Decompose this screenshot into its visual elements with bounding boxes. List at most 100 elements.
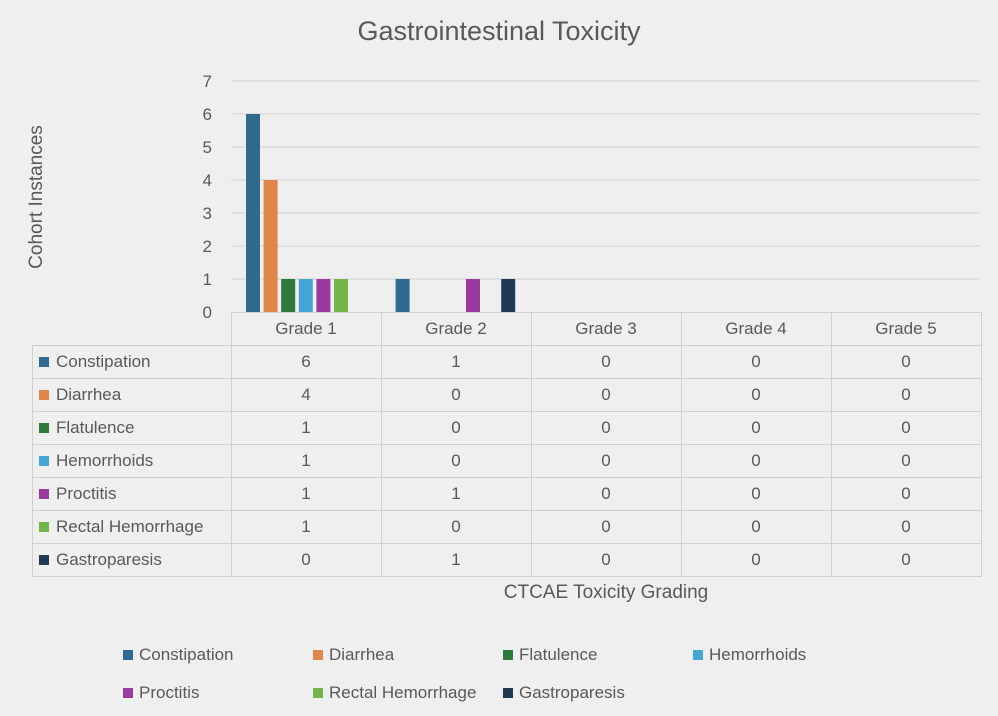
table-row-header: Proctitis (32, 477, 232, 511)
table-row-header: Constipation (32, 345, 232, 379)
table-cell: 0 (380, 378, 532, 412)
table-cell: 0 (380, 411, 532, 445)
table-cell: 0 (530, 510, 682, 544)
table-cell: 0 (530, 477, 682, 511)
table-cell: 1 (230, 444, 382, 478)
data-table: Grade 1 Grade 2 Grade 3 Grade 4 Grade 5 Cons… (32, 312, 982, 577)
legend-swatch (313, 688, 323, 698)
table-cell: 0 (680, 543, 832, 577)
y-tick-label: 4 (203, 171, 212, 190)
table-cell: 1 (230, 477, 382, 511)
legend-key-swatch (39, 489, 49, 499)
table-cell: 0 (830, 477, 982, 511)
table-row-header: Flatulence (32, 411, 232, 445)
table-cell: 4 (230, 378, 382, 412)
table-corner (32, 312, 232, 346)
grid-lines (231, 80, 979, 280)
table-cell: 0 (380, 510, 532, 544)
table-cell: 0 (830, 543, 982, 577)
x-axis-label: CTCAE Toxicity Grading (503, 582, 709, 603)
y-tick-label: 2 (203, 237, 212, 256)
table-cell: 0 (680, 477, 832, 511)
table-cell: 0 (530, 378, 682, 412)
legend-swatch (313, 650, 323, 660)
table-body: Constipation 6 1 0 0 0 Diarrhea 4 0 0 0 0 Flatulence… (32, 345, 982, 577)
legend-item-constipation: Constipation (123, 645, 234, 665)
y-tick-label: 6 (203, 105, 212, 124)
legend-item-rectal-hemorrhage: Rectal Hemorrhage (313, 683, 476, 703)
table-cell: 1 (380, 543, 532, 577)
legend-label: Flatulence (519, 645, 598, 664)
legend-item-flatulence: Flatulence (503, 645, 597, 665)
table-cell: 0 (680, 444, 832, 478)
table-row-label: Rectal Hemorrhage (56, 517, 204, 536)
legend-swatch (693, 650, 703, 660)
bar-constipation-grade-2 (395, 279, 410, 312)
legend-label: Diarrhea (329, 645, 395, 664)
table-row: Gastroparesis 0 1 0 0 0 (32, 543, 982, 577)
table-row-label: Gastroparesis (56, 550, 162, 569)
legend-label: Rectal Hemorrhage (329, 683, 477, 702)
legend-item-gastroparesis: Gastroparesis (503, 683, 625, 703)
legend-swatch (123, 688, 133, 698)
bar-proctitis-grade-1 (316, 279, 331, 312)
table-cell: 0 (530, 411, 682, 445)
y-tick-label: 5 (203, 138, 212, 157)
bar-flatulence-grade-1 (281, 279, 296, 312)
legend-swatch (503, 688, 513, 698)
table-cell: 0 (530, 543, 682, 577)
bar-constipation-grade-1 (246, 114, 260, 312)
legend-label: Proctitis (139, 683, 200, 702)
legend-label: Gastroparesis (519, 683, 625, 702)
legend-item-hemorrhoids: Hemorrhoids (693, 645, 806, 665)
bar-gastroparesis-grade-2 (501, 279, 516, 312)
table-header-grade-5: Grade 5 (830, 312, 982, 346)
table-cell: 6 (230, 345, 382, 379)
table-row-header: Hemorrhoids (32, 444, 232, 478)
table-cell: 0 (230, 543, 382, 577)
table-row-label: Proctitis (56, 484, 117, 503)
table-row-label: Diarrhea (56, 385, 122, 404)
table-header-grade-4: Grade 4 (680, 312, 832, 346)
table-cell: 0 (380, 444, 532, 478)
table-cell: 0 (680, 378, 832, 412)
table-header-grade-2: Grade 2 (380, 312, 532, 346)
table-row-label: Hemorrhoids (56, 451, 154, 470)
table-row: Flatulence 1 0 0 0 0 (32, 411, 982, 445)
legend-key-swatch (39, 423, 49, 433)
table-cell: 0 (830, 345, 982, 379)
y-tick-label: 3 (203, 204, 212, 223)
legend-swatch (123, 650, 133, 660)
table-row-header: Rectal Hemorrhage (32, 510, 232, 544)
table-cell: 0 (530, 345, 682, 379)
table-cell: 0 (680, 411, 832, 445)
table-cell: 1 (380, 477, 532, 511)
table-row-label: Constipation (56, 352, 151, 371)
y-tick-label: 7 (203, 72, 212, 91)
table-cell: 0 (830, 378, 982, 412)
y-tick-label: 1 (203, 270, 212, 289)
table-cell: 0 (680, 510, 832, 544)
table-row: Proctitis 1 1 0 0 0 (32, 477, 982, 511)
table-cell: 0 (530, 444, 682, 478)
table-row: Diarrhea 4 0 0 0 0 (32, 378, 982, 412)
legend-key-swatch (39, 522, 49, 532)
table-cell: 0 (680, 345, 832, 379)
legend-key-swatch (39, 456, 49, 466)
table-header-grade-1: Grade 1 (230, 312, 382, 346)
legend-swatch (503, 650, 513, 660)
legend-item-proctitis: Proctitis (123, 683, 199, 703)
table-header-row: Grade 1 Grade 2 Grade 3 Grade 4 Grade 5 (32, 312, 982, 346)
bar-proctitis-grade-2 (466, 279, 480, 312)
table-header-grade-3: Grade 3 (530, 312, 682, 346)
legend-key-swatch (39, 555, 49, 565)
chart-title: Gastrointestinal Toxicity (357, 16, 641, 46)
table-cell: 1 (230, 510, 382, 544)
legend-label: Hemorrhoids (709, 645, 807, 664)
table-row-label: Flatulence (56, 418, 135, 437)
table-row-header: Gastroparesis (32, 543, 232, 577)
bars (246, 114, 516, 312)
table-row-header: Diarrhea (32, 378, 232, 412)
table-row: Hemorrhoids 1 0 0 0 0 (32, 444, 982, 478)
